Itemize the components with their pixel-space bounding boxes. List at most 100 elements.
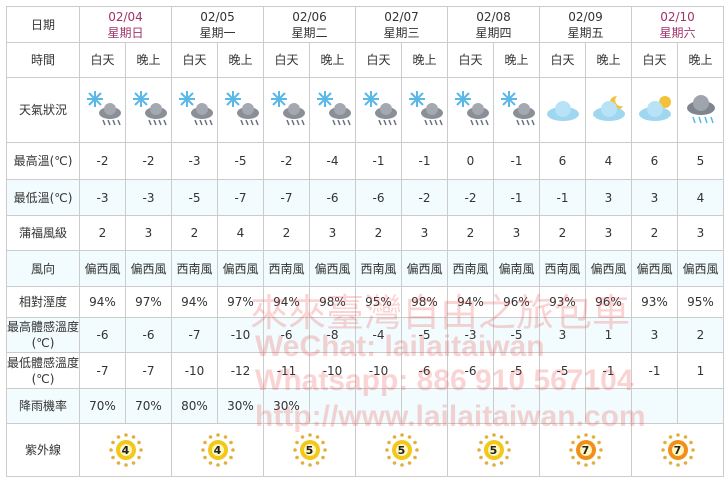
weather-cell	[585, 77, 632, 143]
wind-dir-cell: 西南風	[447, 250, 494, 287]
snow-rain-icon	[83, 91, 123, 131]
beaufort-cell: 2	[355, 215, 402, 251]
weather-cell	[401, 77, 448, 143]
uv-cell: 4	[171, 423, 264, 477]
min-feel-cell: -6	[401, 352, 448, 389]
min-feel-cell: -1	[631, 352, 678, 389]
rain-cell	[631, 388, 678, 424]
rain-cell	[401, 388, 448, 424]
date: 02/08	[476, 9, 511, 24]
uv-cell: 5	[263, 423, 356, 477]
beaufort-cell: 3	[125, 215, 172, 251]
snow-rain-icon	[497, 91, 537, 131]
snow-rain-icon	[359, 91, 399, 131]
max-feel-cell: -10	[217, 317, 264, 353]
partly-sunny-icon	[635, 96, 675, 131]
wind-dir-cell: 偏西風	[631, 250, 678, 287]
weather-cell	[493, 77, 540, 143]
date-header: 02/05 星期一	[171, 6, 264, 43]
uv-index: 4	[213, 444, 222, 457]
max-feel-cell: -6	[79, 317, 126, 353]
humidity-cell: 93%	[631, 286, 678, 318]
weather-cell	[355, 77, 402, 143]
wind-dir-cell: 西南風	[263, 250, 310, 287]
beaufort-cell: 2	[631, 215, 678, 251]
max-feel-cell: -4	[355, 317, 402, 353]
date-header: 02/06 星期二	[263, 6, 356, 43]
humidity-cell: 95%	[677, 286, 724, 318]
snow-rain-icon	[405, 91, 445, 131]
period-cell: 晚上	[585, 42, 632, 78]
period-cell: 白天	[79, 42, 126, 78]
max-feel-cell: -6	[263, 317, 310, 353]
min-temp-cell: -2	[447, 179, 494, 216]
humidity-cell: 94%	[447, 286, 494, 318]
period-cell: 晚上	[309, 42, 356, 78]
max-temp-cell: -5	[217, 142, 264, 180]
row-label-max_temp: 最高溫(℃)	[6, 142, 80, 180]
date-header: 02/09 星期五	[539, 6, 632, 43]
max-temp-cell: -4	[309, 142, 356, 180]
weekday: 星期三	[383, 25, 420, 40]
date: 02/07	[384, 9, 419, 24]
date-header: 02/04 星期日	[79, 6, 172, 43]
row-label-uv: 紫外線	[6, 423, 80, 477]
weekday: 星期五	[567, 25, 604, 40]
beaufort-cell: 4	[217, 215, 264, 251]
weather-forecast-table: 日期 02/04 星期日 02/05 星期一 02/06 星期二 02/07 星期三 02/08 星…	[6, 6, 724, 477]
row-label-rain: 降雨機率	[6, 388, 80, 424]
min-temp-cell: -1	[493, 179, 540, 216]
weather-cell	[631, 77, 678, 143]
uv-index: 5	[489, 444, 498, 457]
min-temp-cell: -5	[171, 179, 218, 216]
min-temp-cell: -7	[217, 179, 264, 216]
weather-cell	[677, 77, 724, 143]
max-temp-cell: -2	[79, 142, 126, 180]
max-temp-cell: 6	[539, 142, 586, 180]
rain-cell: 30%	[263, 388, 310, 424]
max-feel-cell: -3	[447, 317, 494, 353]
wind-dir-cell: 西南風	[539, 250, 586, 287]
humidity-cell: 94%	[263, 286, 310, 318]
date-header: 02/08 星期四	[447, 6, 540, 43]
rain-cell	[493, 388, 540, 424]
weather-cell	[447, 77, 494, 143]
row-label-weather: 天氣狀況	[6, 77, 80, 143]
period-cell: 白天	[539, 42, 586, 78]
weekday: 星期日	[107, 25, 144, 40]
beaufort-cell: 2	[171, 215, 218, 251]
humidity-cell: 95%	[355, 286, 402, 318]
beaufort-cell: 3	[401, 215, 448, 251]
humidity-row: 相對溼度 94% 97% 94% 97% 94% 98% 95% 98% 94% 96% 93% 96%…	[6, 286, 724, 318]
cloudy-icon	[543, 101, 583, 131]
uv-index: 7	[581, 444, 590, 457]
min-temp-cell: 3	[631, 179, 678, 216]
min-temp-cell: -1	[539, 179, 586, 216]
date: 02/04	[108, 9, 143, 24]
uv-index: 5	[397, 444, 406, 457]
beaufort-cell: 3	[677, 215, 724, 251]
min-feel-row: 最低體感溫度(℃) -7 -7 -10 -12 -11 -10 -10 -6 -6 -5 -5 -1 -1…	[6, 352, 724, 389]
period-cell: 白天	[263, 42, 310, 78]
max-feel-cell: 3	[539, 317, 586, 353]
max-temp-cell: -3	[171, 142, 218, 180]
beaufort-cell: 2	[263, 215, 310, 251]
max-temp-row: 最高溫(℃) -2 -2 -3 -5 -2 -4 -1 -1 0 -1 6 4 6 5	[6, 142, 724, 180]
row-label-wind_dir: 風向	[6, 250, 80, 287]
min-feel-cell: -10	[171, 352, 218, 389]
uv-cell: 7	[539, 423, 632, 477]
uv-sun-icon: 4	[108, 432, 144, 468]
rain-cell	[447, 388, 494, 424]
humidity-cell: 98%	[401, 286, 448, 318]
date: 02/10	[660, 9, 695, 24]
rain-cell: 80%	[171, 388, 218, 424]
row-label-date: 日期	[6, 6, 80, 43]
max-feel-row: 最高體感溫度(℃) -6 -6 -7 -10 -6 -8 -4 -5 -3 -5 3 1 3 2	[6, 317, 724, 353]
rain-cell: 70%	[125, 388, 172, 424]
uv-sun-icon: 7	[568, 432, 604, 468]
max-temp-cell: -1	[493, 142, 540, 180]
max-temp-cell: 4	[585, 142, 632, 180]
wind-dir-cell: 偏南風	[493, 250, 540, 287]
period-cell: 晚上	[677, 42, 724, 78]
date: 02/06	[292, 9, 327, 24]
